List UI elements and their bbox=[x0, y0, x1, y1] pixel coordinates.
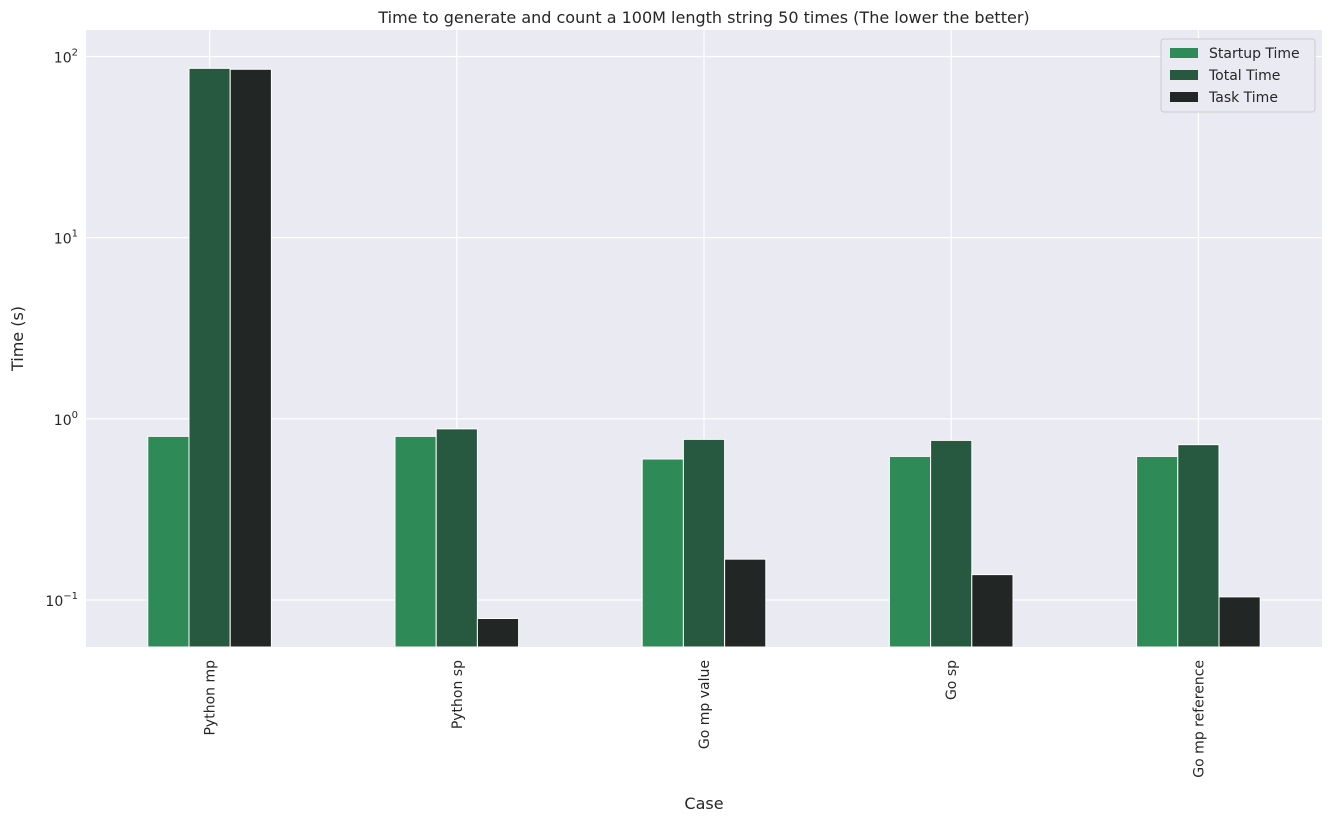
legend-swatch bbox=[1170, 70, 1198, 80]
x-tick-label: Go sp bbox=[944, 660, 960, 700]
bar bbox=[888, 455, 932, 648]
bar bbox=[476, 618, 520, 648]
bar bbox=[1177, 444, 1220, 648]
x-tick-labels: Python mp Python sp Go mp value Go sp Go mp … bbox=[203, 660, 1208, 778]
x-axis-label: Case bbox=[684, 794, 723, 813]
y-axis-label: Time (s) bbox=[8, 306, 27, 372]
y-tick-label: 102 bbox=[54, 47, 78, 66]
bar bbox=[435, 428, 478, 648]
y-tick-labels: 10−1 100 101 102 bbox=[45, 47, 78, 609]
legend-box bbox=[1160, 38, 1316, 113]
bar bbox=[188, 67, 231, 648]
y-tick-label: 10−1 bbox=[45, 591, 78, 610]
x-tick-label: Python mp bbox=[203, 660, 219, 736]
legend-label: Startup Time bbox=[1209, 46, 1300, 62]
bar bbox=[1218, 596, 1261, 648]
legend-label: Task Time bbox=[1208, 90, 1278, 106]
bars bbox=[147, 67, 1261, 648]
bar bbox=[229, 68, 272, 648]
bar bbox=[641, 458, 684, 648]
legend-label: Total Time bbox=[1208, 68, 1280, 84]
legend: Startup Time Total Time Task Time bbox=[1160, 38, 1316, 113]
y-tick-label: 101 bbox=[54, 229, 78, 248]
bar bbox=[1136, 455, 1179, 648]
y-tick-label: 100 bbox=[54, 410, 78, 429]
bar bbox=[682, 438, 726, 648]
bar bbox=[930, 439, 973, 648]
legend-swatch bbox=[1170, 92, 1198, 102]
bar bbox=[394, 435, 437, 648]
bar bbox=[724, 558, 767, 648]
bar bbox=[147, 435, 190, 648]
bar bbox=[971, 574, 1014, 648]
x-tick-label: Go mp value bbox=[697, 660, 713, 749]
x-tick-label: Go mp reference bbox=[1191, 660, 1207, 778]
legend-swatch bbox=[1170, 48, 1198, 58]
x-tick-label: Python sp bbox=[450, 660, 466, 729]
chart-title: Time to generate and count a 100M length… bbox=[377, 8, 1029, 27]
